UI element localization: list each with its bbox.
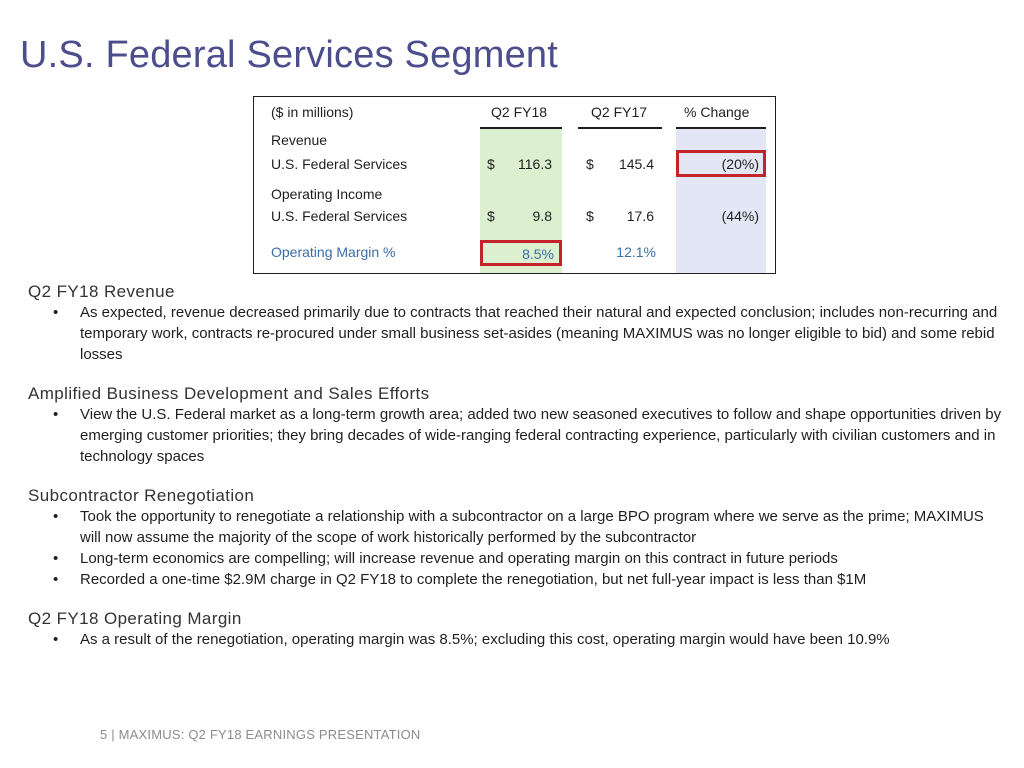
list-item: • Recorded a one-time $2.9M charge in Q2 … xyxy=(28,569,1008,590)
opincome-q2fy18-currency: $ xyxy=(487,208,495,224)
section-heading: Q2 FY18 Revenue xyxy=(28,282,175,301)
bullet-list: • As expected, revenue decreased primaril… xyxy=(28,302,1008,365)
bullet-text: Recorded a one-time $2.9M charge in Q2 F… xyxy=(80,571,867,588)
operating-margin-label: Operating Margin % xyxy=(271,244,396,260)
bullet-text: Long-term economics are compelling; will… xyxy=(80,550,838,567)
header-q2fy17: Q2 FY17 xyxy=(591,104,648,120)
revenue-heading: Revenue xyxy=(271,132,328,148)
revenue-q2fy17-currency: $ xyxy=(586,156,594,172)
revenue-q2fy18-value: 116.3 xyxy=(518,156,552,172)
bullet-icon: • xyxy=(53,508,59,525)
list-item: • Took the opportunity to renegotiate a r… xyxy=(28,506,1008,548)
list-item: • View the U.S. Federal market as a long-… xyxy=(28,404,1008,467)
section-revenue: Q2 FY18 Revenue • As expected, revenue de… xyxy=(28,282,1008,365)
bullet-icon: • xyxy=(53,550,59,567)
financial-table: ($ in millions) Q2 FY18 Q2 FY17 % Change… xyxy=(253,96,776,274)
section-business-development: Amplified Business Development and Sales… xyxy=(28,384,1008,467)
bullet-icon: • xyxy=(53,304,59,321)
change-highlight-box xyxy=(676,150,766,177)
footer: 5 | MAXIMUS: Q2 FY18 EARNINGS PRESENTATI… xyxy=(100,727,421,742)
list-item: • As expected, revenue decreased primaril… xyxy=(28,302,1008,365)
opincome-change-value: (44%) xyxy=(721,208,759,224)
opincome-row-label: U.S. Federal Services xyxy=(271,208,408,224)
bullet-list: • Took the opportunity to renegotiate a r… xyxy=(28,506,1008,590)
bullet-icon: • xyxy=(53,406,59,423)
section-operating-margin: Q2 FY18 Operating Margin • As a result of… xyxy=(28,609,1008,650)
bullet-list: • View the U.S. Federal market as a long-… xyxy=(28,404,1008,467)
section-heading: Q2 FY18 Operating Margin xyxy=(28,609,242,628)
header-underline-q2fy17 xyxy=(578,127,662,129)
section-heading: Subcontractor Renegotiation xyxy=(28,486,255,505)
header-underline-change xyxy=(676,127,766,129)
change-column-highlight xyxy=(676,129,766,273)
bullet-text: As expected, revenue decreased primarily… xyxy=(80,304,998,363)
bullet-text: Took the opportunity to renegotiate a re… xyxy=(80,508,984,546)
commentary: Q2 FY18 Revenue • As expected, revenue de… xyxy=(28,282,1008,669)
bullet-icon: • xyxy=(53,571,59,588)
header-q2fy18: Q2 FY18 xyxy=(491,104,548,120)
margin-highlight-box xyxy=(480,240,562,266)
q2fy18-column-highlight xyxy=(480,129,562,273)
opincome-heading: Operating Income xyxy=(271,186,383,202)
bullet-text: As a result of the renegotiation, operat… xyxy=(80,631,890,648)
section-subcontractor: Subcontractor Renegotiation • Took the op… xyxy=(28,486,1008,590)
bullet-icon: • xyxy=(53,631,59,648)
revenue-row-label: U.S. Federal Services xyxy=(271,156,408,172)
bullet-text: View the U.S. Federal market as a long-t… xyxy=(80,406,1002,465)
revenue-change-value: (20%) xyxy=(721,156,759,172)
revenue-q2fy17-value: 145.4 xyxy=(618,156,654,172)
header-underline-q2fy18 xyxy=(480,127,562,129)
page-title: U.S. Federal Services Segment xyxy=(20,34,559,76)
bullet-list: • As a result of the renegotiation, opera… xyxy=(28,629,1008,650)
list-item: • As a result of the renegotiation, opera… xyxy=(28,629,1008,650)
header-change: % Change xyxy=(684,104,750,120)
revenue-q2fy18-currency: $ xyxy=(487,156,495,172)
opincome-q2fy17-value: 17.6 xyxy=(626,208,654,224)
opincome-q2fy18-value: 9.8 xyxy=(532,208,552,224)
list-item: • Long-term economics are compelling; wil… xyxy=(28,548,1008,569)
operating-margin-q2fy17: 12.1% xyxy=(616,244,656,260)
opincome-q2fy17-currency: $ xyxy=(586,208,594,224)
header-units: ($ in millions) xyxy=(271,104,354,120)
section-heading: Amplified Business Development and Sales… xyxy=(28,384,430,403)
operating-margin-q2fy18: 8.5% xyxy=(522,246,554,262)
